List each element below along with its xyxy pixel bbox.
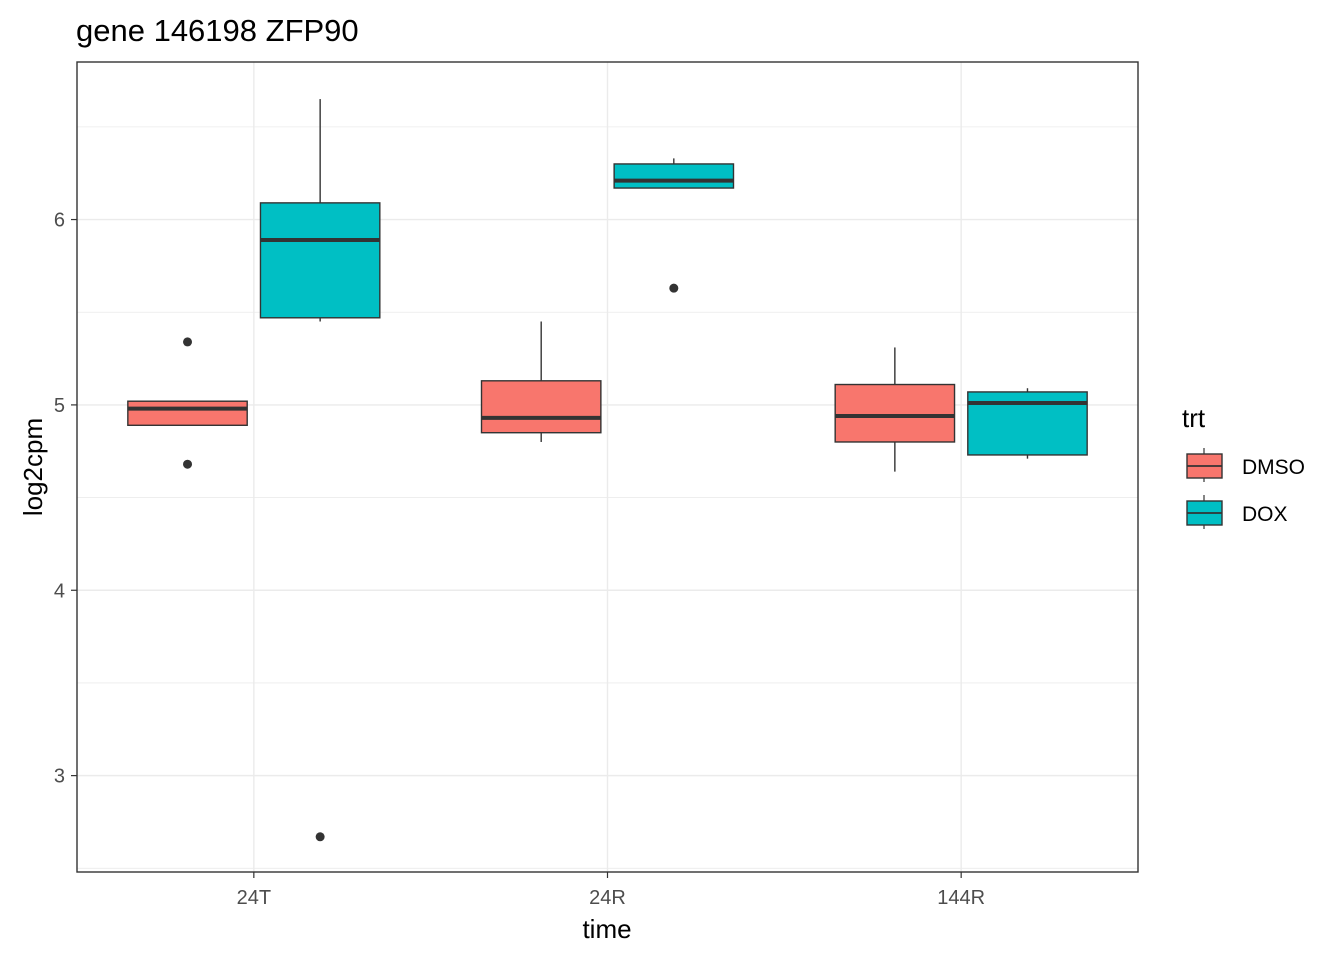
grid: [77, 62, 1138, 872]
box-dox-144r: [967, 388, 1088, 459]
x-tick-label: 144R: [937, 887, 985, 909]
x-axis-title: time: [582, 914, 631, 944]
outlier-point: [183, 337, 193, 347]
legend-title: trt: [1182, 403, 1206, 433]
y-axis: 3 4 5 6: [54, 210, 77, 788]
y-tick-label: 3: [54, 766, 65, 788]
chart-title: gene 146198 ZFP90: [76, 13, 359, 48]
y-tick-label: 5: [54, 395, 65, 417]
outlier-point: [669, 283, 679, 293]
y-tick-label: 6: [54, 210, 65, 232]
box-dmso-144r: [834, 347, 956, 472]
box-iqr: [127, 400, 248, 426]
box-iqr: [834, 383, 956, 443]
x-axis: 24T 24R 144R: [237, 872, 985, 909]
outlier-point: [315, 832, 325, 842]
box-dox-24r: [613, 158, 735, 293]
legend: trt DMSO DOX: [1182, 403, 1305, 529]
legend-item-dmso: DMSO: [1186, 448, 1305, 482]
legend-label: DOX: [1242, 503, 1288, 526]
box-dox-24t: [259, 99, 381, 842]
x-tick-label: 24T: [237, 887, 271, 909]
box-iqr: [613, 163, 735, 189]
box-dmso-24r: [480, 321, 602, 442]
box-iqr: [259, 202, 381, 319]
y-tick-label: 4: [54, 580, 65, 602]
legend-label: DMSO: [1242, 456, 1305, 479]
box-iqr: [480, 380, 602, 434]
y-axis-title: log2cpm: [18, 418, 48, 516]
x-tick-label: 24R: [589, 887, 626, 909]
boxes: [127, 99, 1088, 842]
box-dmso-24t: [127, 337, 248, 469]
outlier-point: [183, 459, 193, 469]
legend-item-dox: DOX: [1186, 495, 1288, 529]
